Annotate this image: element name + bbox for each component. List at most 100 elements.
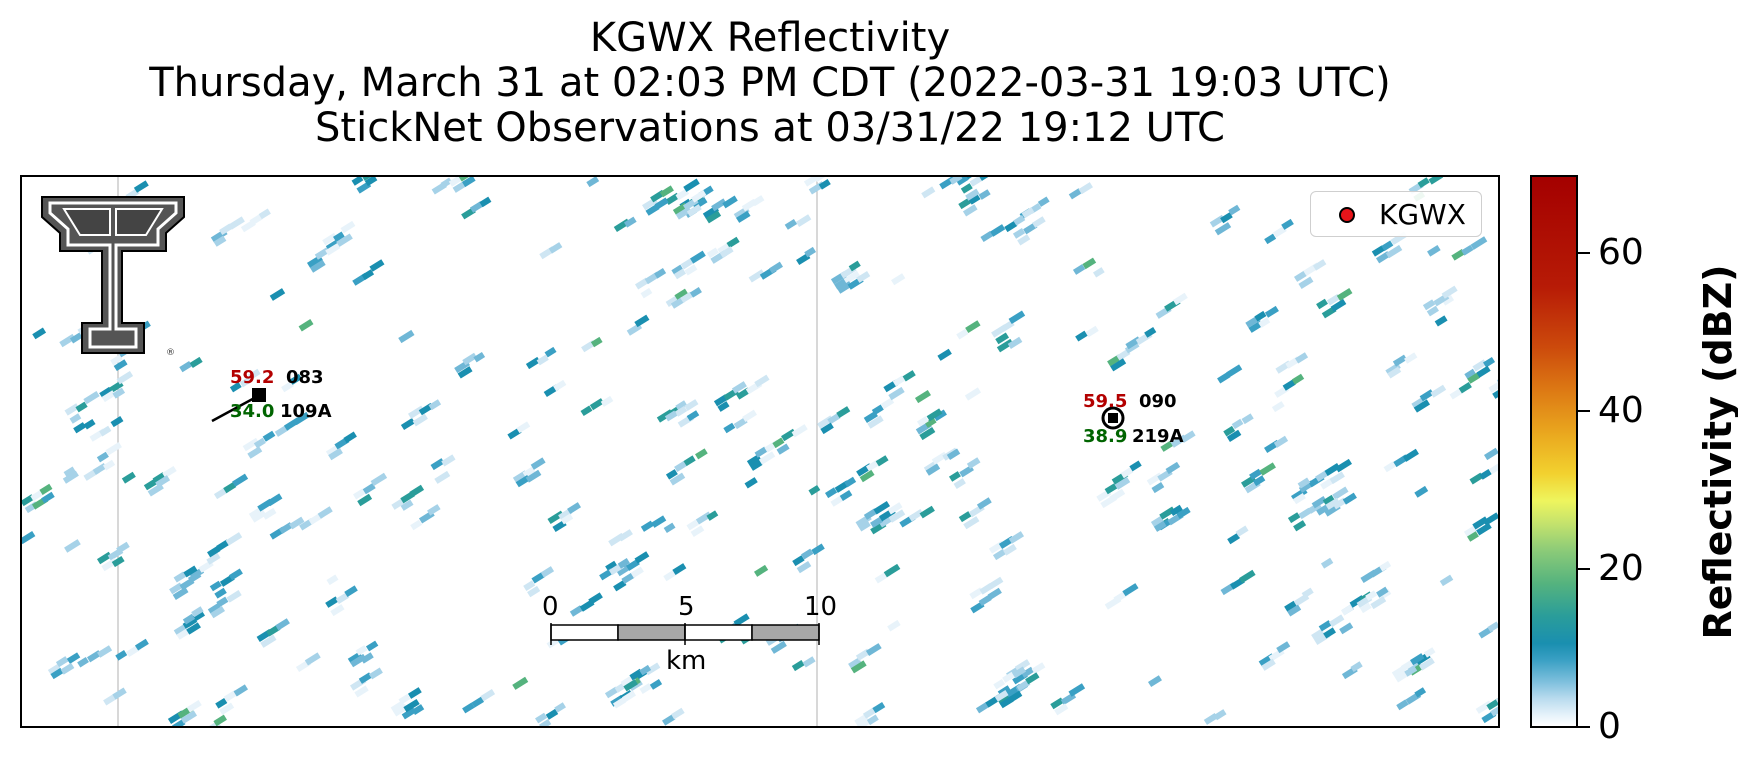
reflectivity-echo: [939, 177, 963, 190]
reflectivity-echo: [512, 676, 529, 690]
reflectivity-echo: [1341, 604, 1354, 616]
reflectivity-echo: [837, 271, 871, 294]
reflectivity-echo: [461, 196, 492, 220]
reflectivity-echo: [63, 466, 76, 478]
reflectivity-echo: [695, 448, 708, 460]
reflectivity-echo: [64, 391, 100, 424]
station-temperature: 59.5: [1083, 391, 1128, 412]
reflectivity-echo: [539, 242, 563, 260]
reflectivity-echo: [169, 571, 202, 601]
reflectivity-echo: [256, 618, 290, 648]
reflectivity-echo: [209, 568, 243, 599]
reflectivity-echo: [1442, 295, 1455, 306]
reflectivity-echo: [535, 702, 566, 726]
reflectivity-echo: [89, 425, 112, 442]
reflectivity-echo: [391, 484, 425, 510]
reflectivity-echo: [856, 455, 889, 483]
reflectivity-echo: [733, 195, 765, 223]
reflectivity-echo: [1072, 257, 1097, 275]
reflectivity-echo: [167, 699, 202, 726]
reflectivity-echo: [1385, 352, 1418, 379]
chart-subtitle-datetime: Thursday, March 31 at 02:03 PM CDT (2022…: [149, 60, 1391, 106]
reflectivity-echo: [1422, 285, 1458, 317]
reflectivity-colorbar: [1530, 175, 1578, 728]
reflectivity-echo: [937, 348, 952, 361]
reflectivity-echo: [1464, 356, 1496, 384]
colorbar-tick-label: 20: [1598, 548, 1644, 589]
colorbar-tick: [1578, 252, 1590, 254]
reflectivity-echo: [1414, 485, 1429, 498]
reflectivity-echo: [663, 522, 676, 534]
reflectivity-echo: [322, 220, 356, 252]
reflectivity-echo: [960, 177, 996, 201]
reflectivity-echo: [205, 714, 227, 726]
reflectivity-echo: [599, 558, 630, 581]
reflectivity-echo: [672, 189, 707, 220]
reflectivity-echo: [543, 379, 567, 398]
reflectivity-echo: [1293, 259, 1327, 290]
reflectivity-echo: [870, 509, 906, 535]
reflectivity-echo: [1092, 267, 1105, 278]
reflectivity-echo: [306, 243, 341, 273]
reflectivity-echo: [269, 288, 286, 301]
reflectivity-echo: [410, 504, 441, 531]
reflectivity-echo: [96, 541, 130, 572]
reflectivity-echo: [956, 320, 981, 340]
reflectivity-echo: [398, 329, 415, 344]
reflectivity-echo: [1356, 586, 1389, 614]
reflectivity-echo: [1107, 341, 1140, 372]
reflectivity-echo: [1391, 653, 1425, 683]
reflectivity-echo: [991, 310, 1026, 345]
reflectivity-echo: [32, 327, 47, 340]
reflectivity-echo: [713, 381, 747, 412]
reflectivity-echo: [1209, 204, 1241, 236]
reflectivity-echo: [325, 431, 357, 461]
reflectivity-echo: [1396, 687, 1427, 711]
scale-tick-label: 0: [542, 592, 559, 622]
reflectivity-echo: [352, 472, 388, 507]
reflectivity-echo: [1004, 207, 1035, 233]
station-dewpoint: 38.9: [1083, 426, 1128, 447]
reflectivity-echo: [1274, 373, 1305, 398]
reflectivity-echo: [665, 288, 689, 308]
reflectivity-echo: [825, 476, 857, 507]
reflectivity-echo: [325, 585, 358, 617]
reflectivity-echo: [1227, 525, 1249, 545]
reflectivity-echo: [956, 177, 981, 186]
reflectivity-echo: [964, 387, 982, 401]
radar-map-panel[interactable]: ® KGWX 59.2 083 34.0 109A 59.5 090 38.9 …: [20, 175, 1500, 728]
reflectivity-echo: [1469, 462, 1498, 485]
reflectivity-echo: [1245, 305, 1279, 333]
reflectivity-echo: [946, 448, 961, 460]
reflectivity-echo: [1264, 218, 1294, 245]
reflectivity-echo: [1271, 401, 1285, 413]
reflectivity-echo: [401, 704, 425, 720]
reflectivity-echo: [1220, 569, 1256, 596]
reflectivity-echo: [613, 566, 644, 592]
reflectivity-echo: [1475, 692, 1498, 724]
reflectivity-echo: [274, 411, 310, 437]
reflectivity-echo: [855, 501, 891, 532]
reflectivity-echo: [664, 399, 699, 422]
reflectivity-echo: [670, 287, 702, 309]
reflectivity-echo: [580, 395, 614, 417]
reflectivity-echo: [1451, 236, 1488, 261]
reflectivity-echo: [462, 688, 496, 714]
reflectivity-echo: [640, 515, 667, 532]
reflectivity-echo: [706, 236, 740, 264]
reflectivity-echo: [1264, 435, 1289, 453]
reflectivity-echo: [958, 497, 992, 530]
reflectivity-echo: [326, 574, 339, 586]
reflectivity-echo: [616, 551, 650, 577]
reflectivity-echo: [173, 610, 206, 640]
station-dewpoint: 34.0: [230, 401, 275, 422]
reflectivity-echo: [665, 455, 696, 486]
reflectivity-echo: [1449, 382, 1472, 400]
colorbar-tick-label: 60: [1598, 232, 1644, 273]
reflectivity-echo: [281, 373, 303, 393]
reflectivity-echo: [507, 421, 531, 440]
reflectivity-echo: [99, 370, 134, 403]
reflectivity-echo: [31, 491, 55, 510]
reflectivity-echo: [970, 587, 1002, 614]
reflectivity-echo: [22, 530, 36, 545]
